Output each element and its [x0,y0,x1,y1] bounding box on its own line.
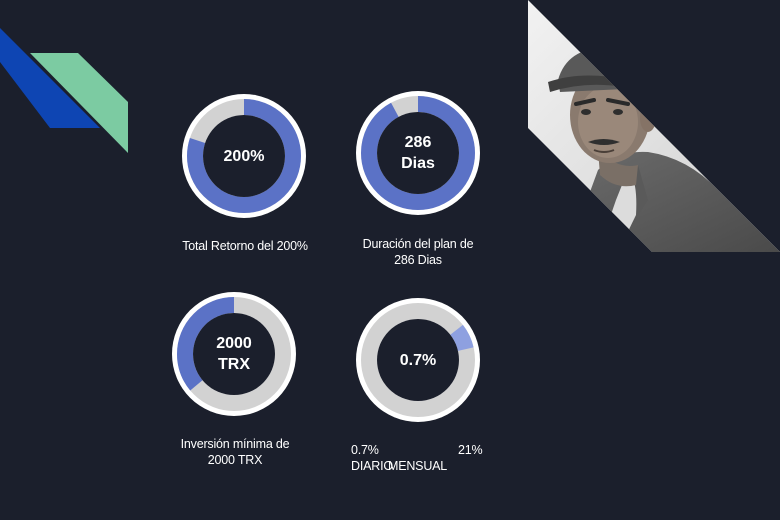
donut-progress-arc [187,99,301,213]
donut-center-value: 200% [223,147,265,165]
donut-hole [203,115,285,197]
donut-chart-min-investment: 2000 TRX [170,290,298,418]
donut-hole [193,313,275,395]
donut-progress-arc [177,297,291,411]
donut-svg [182,94,306,218]
donut-center-value: 0.7% [399,351,437,369]
donut-chart-plan-duration: 286 Dias [354,89,482,217]
donut-center-value: 286 Dias [401,134,435,172]
donut-track [361,303,475,417]
stat-caption-monthly-value: 21% [458,443,483,457]
stat-caption: Total Retorno del 200% [182,239,308,253]
stat-caption: Inversión mínima de 2000 TRX [180,437,290,467]
stat-caption-daily: 0.7% DIARIO [351,443,393,473]
donut-svg [356,298,480,422]
donut-chart-total-return: 200% [180,92,308,220]
donut-progress-arc [361,96,475,210]
decorative-stripes [0,28,128,153]
donut-hole [377,112,459,194]
donut-svg [172,292,296,416]
stat-caption: Duración del plan de 286 Dias [362,237,474,267]
donut-hole [377,319,459,401]
stat-caption-monthly: MENSUAL [388,459,448,473]
donut-svg [356,91,480,215]
worker-portrait-image [528,0,780,252]
donut-chart-daily-rate: 0.7% [354,296,482,424]
donut-center-value: 2000 TRX [216,335,252,373]
